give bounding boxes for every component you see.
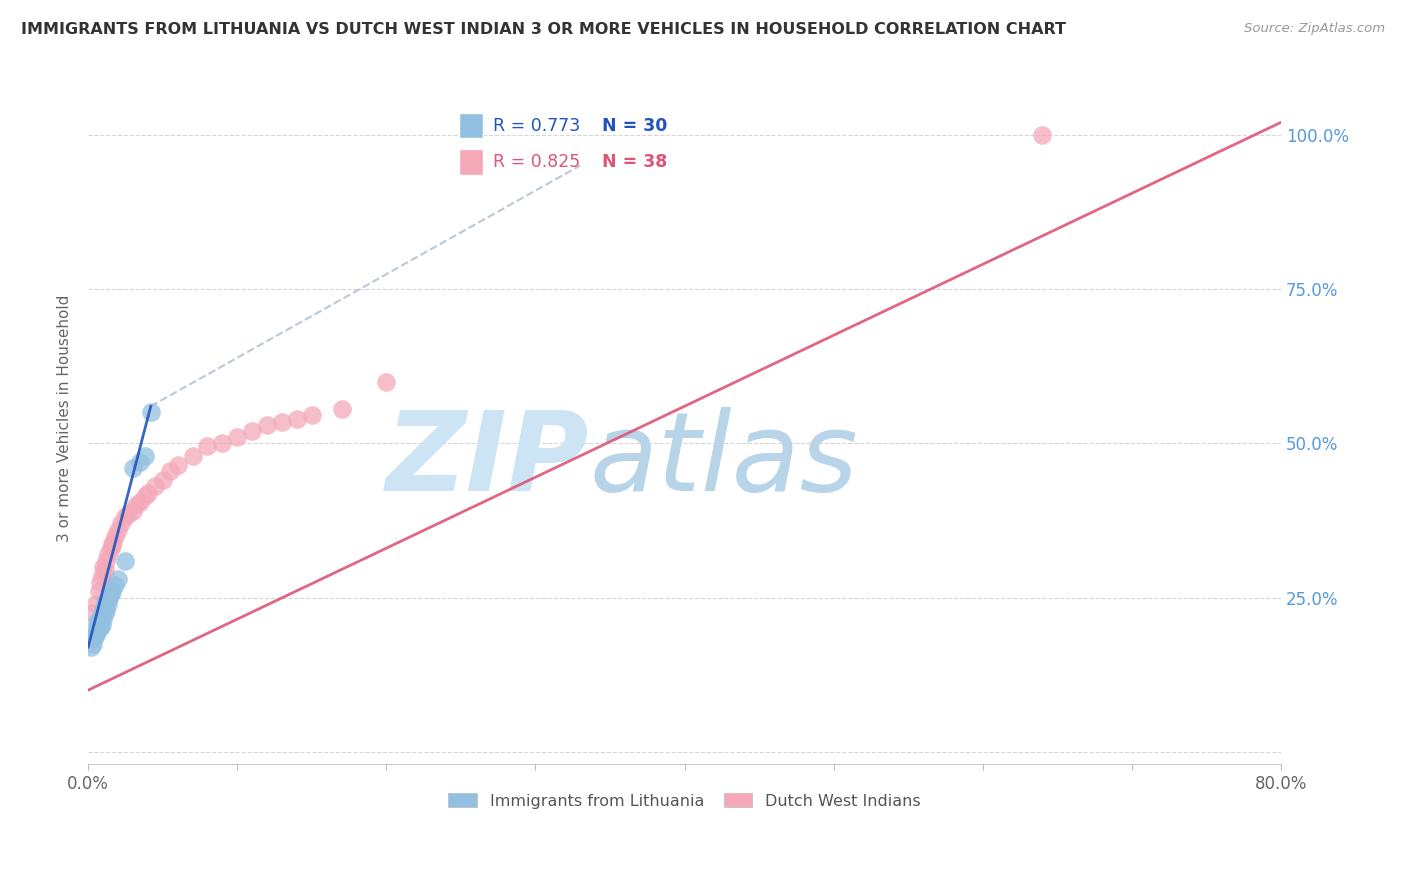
Point [134,449,156,463]
Point [197,439,219,453]
Point [271,415,294,429]
Point [98,591,121,605]
Point [93,597,115,611]
Point [94,593,117,607]
Point [129,455,152,469]
Point [93,563,115,577]
Point [103,535,125,549]
Point [107,523,129,537]
Point [256,417,278,432]
Point [82,637,104,651]
Point [96,547,118,561]
Text: IMMIGRANTS FROM LITHUANIA VS DUTCH WEST INDIAN 3 OR MORE VEHICLES IN HOUSEHOLD C: IMMIGRANTS FROM LITHUANIA VS DUTCH WEST … [21,22,1066,37]
Point [100,587,122,601]
Point [87,618,110,632]
Point [139,405,162,419]
Point [94,603,117,617]
Point [84,597,107,611]
Point [125,498,148,512]
Text: ZIP: ZIP [385,407,589,514]
Point [87,612,110,626]
Point [80,640,103,654]
Point [90,569,112,583]
Point [89,621,111,635]
Legend: Immigrants from Lithuania, Dutch West Indians: Immigrants from Lithuania, Dutch West In… [441,787,927,815]
Point [84,621,107,635]
Point [107,572,129,586]
Point [90,618,112,632]
Point [94,553,117,567]
Point [90,609,112,624]
Point [330,402,353,417]
Point [96,597,118,611]
Point [1031,128,1053,142]
Point [211,436,233,450]
Point [226,430,249,444]
Point [110,516,132,531]
Point [86,624,108,639]
Point [84,627,107,641]
Point [101,538,124,552]
Text: atlas: atlas [589,407,858,514]
Point [122,461,145,475]
Y-axis label: 3 or more Vehicles in Household: 3 or more Vehicles in Household [58,295,72,542]
Point [136,485,159,500]
Point [91,612,114,626]
Point [240,424,263,438]
Point [114,510,136,524]
Point [104,529,127,543]
Point [159,464,181,478]
Point [104,578,127,592]
Point [101,584,124,599]
Point [89,575,111,590]
Point [181,449,204,463]
Point [100,541,122,556]
Point [117,507,139,521]
Point [114,553,136,567]
Point [134,489,156,503]
Point [122,504,145,518]
Point [129,495,152,509]
Point [285,411,308,425]
Point [152,473,174,487]
Point [375,375,398,389]
Point [301,409,323,423]
Point [83,631,105,645]
Point [143,479,166,493]
Point [166,458,188,472]
Text: Source: ZipAtlas.com: Source: ZipAtlas.com [1244,22,1385,36]
Point [91,559,114,574]
Point [82,606,104,620]
Point [91,603,114,617]
Point [86,615,108,630]
Point [93,606,115,620]
Point [89,612,111,626]
Point [87,584,110,599]
